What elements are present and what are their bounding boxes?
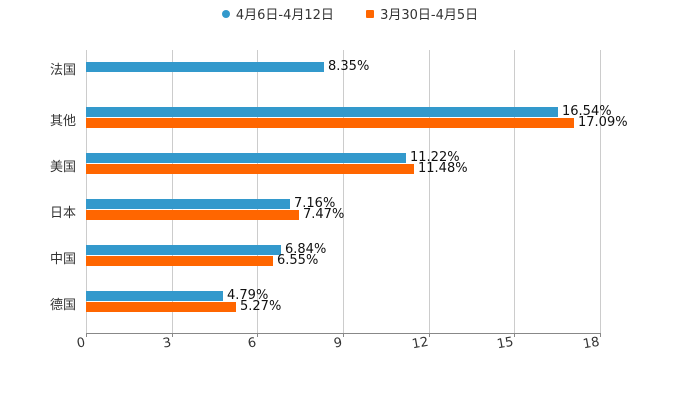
x-tick (257, 333, 258, 337)
y-category-label: 中国 (50, 252, 77, 267)
gridline (86, 50, 87, 333)
x-tick (429, 333, 430, 337)
x-tick-label: 6 (246, 335, 258, 352)
bar-series-2[interactable] (86, 164, 414, 174)
x-tick (514, 333, 515, 337)
plot-area: 8.35% 16.54% 17.09% 11.22% 11.48% 7.16% 7.47% 6… (86, 50, 628, 333)
bar-series-1[interactable] (86, 245, 281, 255)
legend-label: 3月30日-4月5日 (380, 8, 479, 23)
bar-series-2[interactable] (86, 210, 299, 220)
bar-value-label: 4.79% (227, 288, 269, 303)
x-tick-label: 12 (410, 334, 430, 353)
bar-series-2[interactable] (86, 256, 273, 266)
bar-series-1[interactable] (86, 291, 223, 301)
bar-value-label: 8.35% (328, 59, 370, 74)
gridline (257, 50, 258, 333)
x-tick (172, 333, 173, 337)
legend-label: 4月6日-4月12日 (235, 8, 334, 23)
x-tick-label: 9 (332, 335, 344, 352)
gridline (343, 50, 344, 333)
bar-value-label: 17.09% (578, 115, 628, 130)
bar-value-label: 11.48% (418, 161, 468, 176)
bar-series-1[interactable] (86, 153, 406, 163)
gridline (514, 50, 515, 333)
x-tick (343, 333, 344, 337)
legend-item-series-1[interactable]: 4月6日-4月12日 (221, 4, 334, 23)
y-category-label: 日本 (50, 206, 77, 221)
x-tick (600, 333, 601, 337)
bar-series-1[interactable] (86, 199, 290, 209)
bar-value-label: 11.22% (410, 150, 460, 165)
bar-series-1[interactable] (86, 62, 324, 72)
legend-item-series-2[interactable]: 3月30日-4月5日 (366, 4, 478, 23)
x-tick (86, 333, 87, 337)
y-category-label: 美国 (50, 160, 77, 175)
bar-value-label: 16.54% (562, 104, 612, 119)
circle-marker-icon (221, 9, 230, 18)
y-category-label: 德国 (50, 298, 77, 313)
square-marker-icon (366, 9, 375, 18)
x-tick-label: 3 (161, 335, 173, 352)
bar-value-label: 6.84% (285, 242, 327, 257)
bar-value-label: 6.55% (277, 253, 319, 268)
x-tick-label: 15 (495, 334, 515, 353)
x-tick-label: 0 (75, 335, 87, 352)
bar-series-1[interactable] (86, 107, 558, 117)
y-category-label: 其他 (50, 114, 77, 129)
gridline (600, 50, 601, 333)
bar-value-label: 7.16% (294, 196, 336, 211)
bar-series-2[interactable] (86, 302, 236, 312)
bar-value-label: 5.27% (240, 299, 282, 314)
chart-legend: 4月6日-4月12日 3月30日-4月5日 (0, 4, 700, 23)
bar-series-2[interactable] (86, 118, 574, 128)
gridline (172, 50, 173, 333)
gridline (429, 50, 430, 333)
y-category-label: 法国 (50, 63, 77, 78)
bar-value-label: 7.47% (303, 207, 345, 222)
x-tick-label: 18 (581, 334, 601, 353)
